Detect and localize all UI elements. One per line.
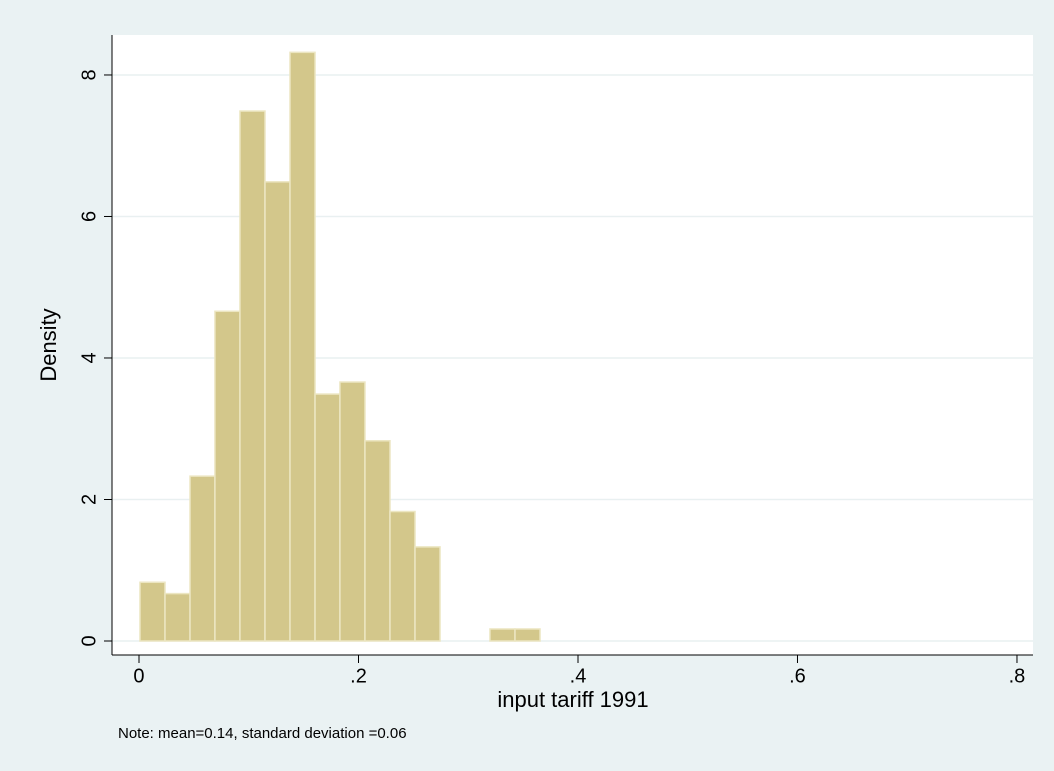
y-tick-label: 2 bbox=[78, 494, 100, 505]
bar bbox=[364, 440, 391, 642]
x-tick-label: .8 bbox=[1009, 665, 1026, 687]
bar bbox=[214, 310, 241, 642]
x-axis-label: input tariff 1991 bbox=[497, 687, 648, 712]
bar bbox=[389, 510, 416, 642]
x-tick-label: .2 bbox=[350, 665, 367, 687]
y-axis-label: Density bbox=[36, 308, 61, 381]
bar bbox=[489, 628, 516, 642]
bar bbox=[164, 592, 191, 642]
y-tick-label: 4 bbox=[78, 352, 100, 363]
bar bbox=[264, 181, 291, 642]
bar bbox=[314, 393, 341, 642]
y-tick-label: 8 bbox=[78, 69, 100, 80]
bar bbox=[289, 51, 316, 642]
bar bbox=[414, 546, 441, 642]
bar bbox=[239, 110, 266, 642]
x-tick-label: .4 bbox=[570, 665, 587, 687]
bar bbox=[189, 475, 216, 642]
bar bbox=[339, 381, 366, 642]
x-tick-label: .6 bbox=[789, 665, 806, 687]
bar bbox=[514, 628, 541, 642]
x-tick-label: 0 bbox=[133, 665, 144, 687]
y-tick-label: 0 bbox=[78, 635, 100, 646]
y-tick-label: 6 bbox=[78, 211, 100, 222]
bar bbox=[139, 581, 166, 642]
note: Note: mean=0.14, standard deviation =0.0… bbox=[118, 725, 407, 742]
